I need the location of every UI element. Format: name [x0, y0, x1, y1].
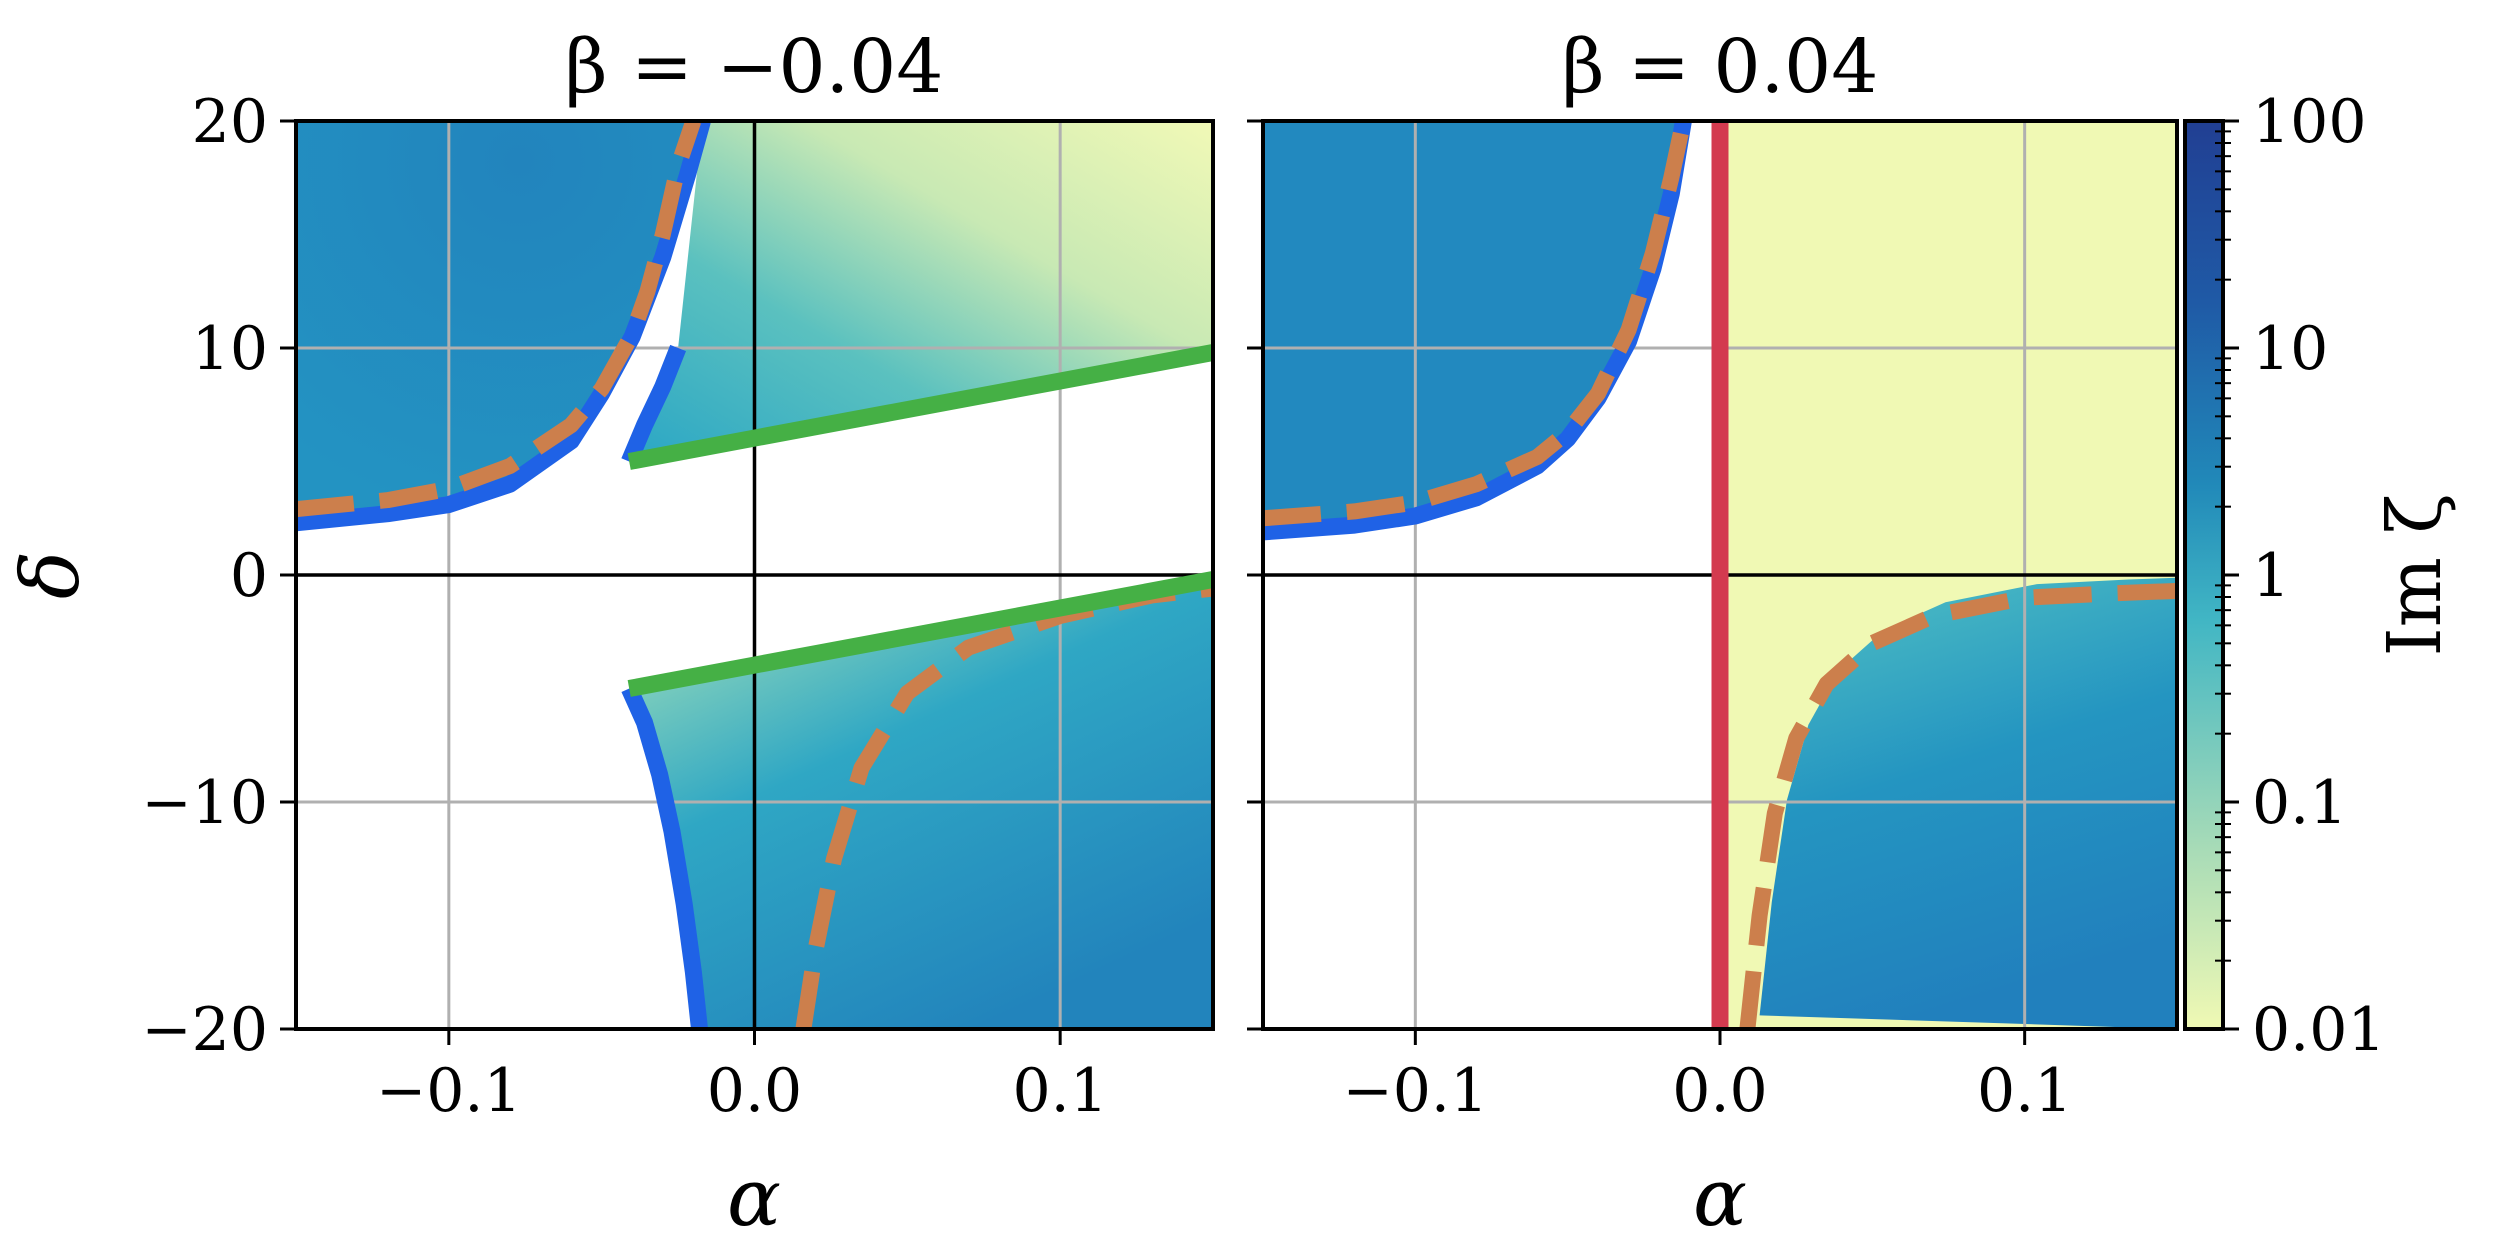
x-tick-label: −0.1: [1342, 1056, 1488, 1126]
series-line: [627, 571, 1213, 697]
series-lines: [296, 121, 1213, 1029]
colorbar-label: Im ζ: [2372, 493, 2458, 656]
x-tick-label: 0.1: [1977, 1056, 2072, 1126]
series-line: [621, 685, 708, 1029]
series-line: [1739, 582, 2177, 1029]
series-line: [1263, 121, 1692, 527]
colorbar-tick-label: 10: [2252, 314, 2328, 384]
series-lines: [1263, 121, 2177, 1029]
heatmap-region: [1263, 121, 1684, 532]
right-panel: −0.1 0.0 0.1 β = 0.04 α: [1247, 24, 2179, 1244]
y-axis-label: δ: [4, 551, 97, 599]
x-axis-label: α: [727, 1151, 781, 1244]
colorbar: 0.01 0.1 1 10 100 Im ζ: [2183, 87, 2458, 1065]
heatmap-region: [296, 121, 703, 523]
panel-title: β = 0.04: [1562, 24, 1879, 110]
y-tick-label: −20: [141, 995, 268, 1065]
colorbar-tick-label: 1: [2252, 541, 2290, 611]
left-panel: −0.1 0.0 0.1 −20 −10 0 10 20 β = −0.04 α δ: [4, 24, 1215, 1244]
y-tick-label: 20: [192, 87, 268, 157]
colorbar-tick-label: 0.1: [2252, 768, 2347, 838]
colorbar-gradient: [2185, 121, 2223, 1029]
y-tick-label: 0: [230, 541, 268, 611]
y-tick-label: 10: [192, 314, 268, 384]
x-tick-label: 0.0: [1672, 1056, 1767, 1126]
heatmap-region: [629, 579, 1213, 1029]
x-tick-label: −0.1: [376, 1056, 522, 1126]
zero-lines: [296, 121, 1213, 1029]
axis-ticks: −0.1 0.0 0.1 −20 −10 0 10 20: [141, 87, 1108, 1126]
colorbar-tick-label: 0.01: [2252, 995, 2386, 1065]
series-line: [621, 344, 687, 465]
axis-ticks: −0.1 0.0 0.1: [1247, 119, 2072, 1126]
x-axis-label: α: [1693, 1151, 1747, 1244]
x-tick-label: 0.0: [707, 1056, 802, 1126]
series-line: [627, 344, 1213, 470]
colorbar-ticks: 0.01 0.1 1 10 100: [2223, 87, 2386, 1065]
panel-title: β = −0.04: [565, 24, 944, 110]
y-tick-label: −10: [141, 768, 268, 838]
colorbar-tick-label: 100: [2252, 87, 2367, 157]
x-tick-label: 0.1: [1012, 1056, 1107, 1126]
series-line: [296, 121, 701, 518]
